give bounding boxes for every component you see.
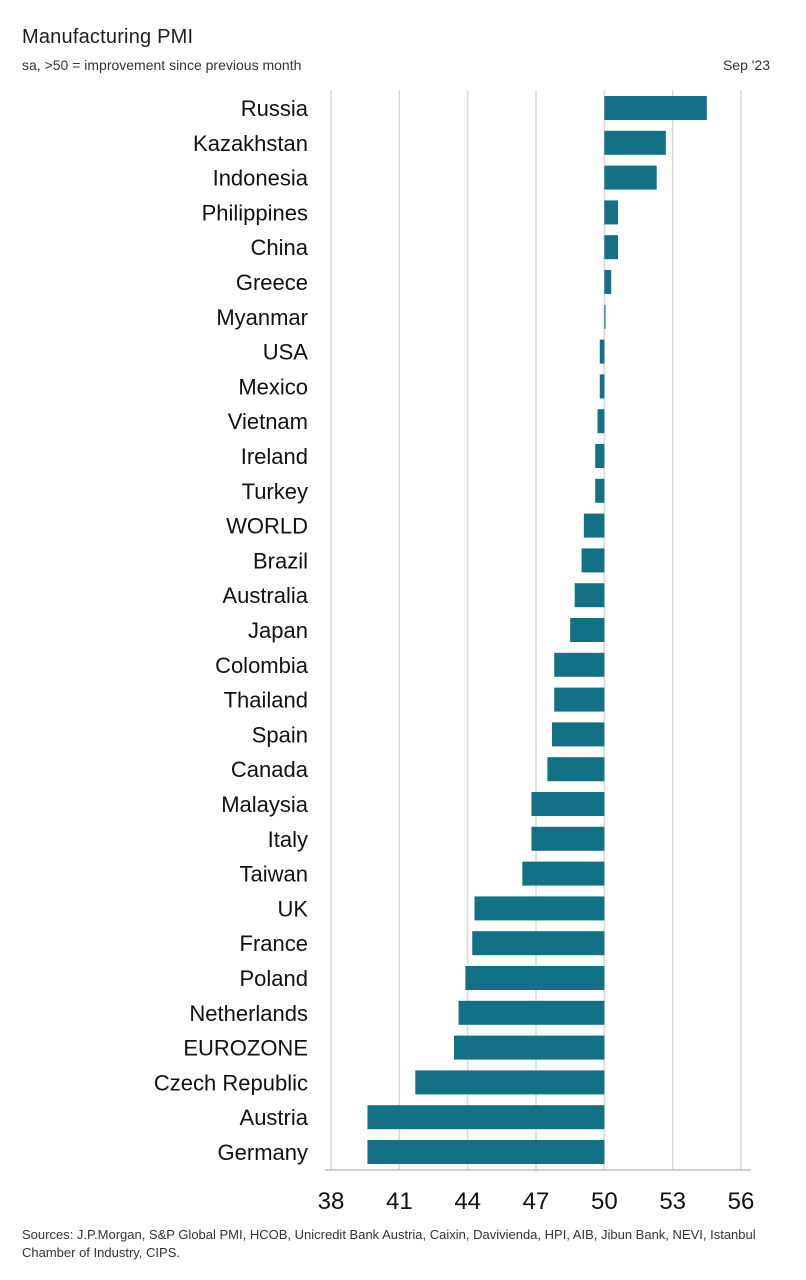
x-tick-label: 41 xyxy=(386,1188,413,1215)
category-label: Indonesia xyxy=(213,166,309,191)
sources-note: Sources: J.P.Morgan, S&P Global PMI, HCO… xyxy=(22,1227,756,1260)
category-label: Canada xyxy=(231,757,309,782)
bar-russia xyxy=(604,96,707,120)
category-label: Taiwan xyxy=(240,862,308,887)
category-label: Poland xyxy=(239,966,308,991)
category-label: Czech Republic xyxy=(154,1070,308,1095)
bar-italy xyxy=(531,826,605,851)
bar-japan xyxy=(570,618,605,642)
chart-subtitle: sa, >50 = improvement since previous mon… xyxy=(22,57,302,73)
category-label: Netherlands xyxy=(189,1001,308,1026)
category-label: WORLD xyxy=(226,514,308,539)
bar-canada xyxy=(547,757,605,782)
x-tick-labels: 38 41 44 47 50 53 56 xyxy=(318,1188,755,1215)
bar-ireland xyxy=(595,444,605,468)
bar-world xyxy=(583,513,605,538)
bar-austria xyxy=(367,1105,605,1130)
category-label: Thailand xyxy=(224,688,308,713)
x-tick-label: 44 xyxy=(454,1188,481,1215)
date-label: Sep '23 xyxy=(722,57,770,73)
bar-vietnam xyxy=(597,409,605,434)
x-tick-label: 47 xyxy=(523,1188,550,1215)
bar-taiwan xyxy=(522,861,605,886)
bar-myanmar xyxy=(604,304,606,329)
bar-thailand xyxy=(554,687,605,712)
category-label: USA xyxy=(263,340,309,365)
bar-colombia xyxy=(554,652,605,677)
x-tick-label: 53 xyxy=(659,1188,686,1215)
category-label: Spain xyxy=(252,722,308,747)
x-tick-label: 38 xyxy=(318,1188,345,1215)
bar-poland xyxy=(465,966,605,990)
category-label: Italy xyxy=(268,827,308,852)
category-label: Philippines xyxy=(202,200,308,225)
bar-france xyxy=(472,931,605,956)
bar-kazakhstan xyxy=(604,130,666,155)
category-label: Ireland xyxy=(241,444,308,469)
bar-philippines xyxy=(604,200,618,225)
category-label: Australia xyxy=(222,583,308,608)
chart-title: Manufacturing PMI xyxy=(22,26,194,48)
category-label: Mexico xyxy=(238,374,308,399)
bar-australia xyxy=(574,583,605,608)
category-label: Germany xyxy=(218,1140,308,1165)
bar-czech-republic xyxy=(415,1070,605,1095)
category-label: UK xyxy=(277,896,308,921)
category-label: Colombia xyxy=(215,653,309,678)
bars xyxy=(367,96,707,1164)
category-label: Myanmar xyxy=(216,305,308,330)
bar-uk xyxy=(474,896,605,921)
category-label: Japan xyxy=(248,618,308,643)
category-label: Turkey xyxy=(242,479,308,504)
bar-brazil xyxy=(581,548,605,573)
bar-germany xyxy=(367,1140,605,1164)
bar-turkey xyxy=(595,478,605,503)
category-label: France xyxy=(240,931,308,956)
bar-netherlands xyxy=(458,1000,605,1025)
bar-china xyxy=(604,235,618,260)
category-label: Brazil xyxy=(253,548,308,573)
bar-greece xyxy=(604,270,612,294)
pmi-bar-chart: Russia Kazakhstan Indonesia Philippines Chin… xyxy=(154,90,755,1215)
bar-spain xyxy=(551,722,605,747)
category-label: Vietnam xyxy=(228,409,308,434)
bar-indonesia xyxy=(604,165,657,190)
category-label: Kazakhstan xyxy=(193,131,308,156)
category-label: EUROZONE xyxy=(183,1036,308,1061)
bar-mexico xyxy=(599,374,605,399)
category-label: China xyxy=(251,235,309,260)
bar-malaysia xyxy=(531,792,605,816)
category-label: Austria xyxy=(240,1105,309,1130)
category-label: Russia xyxy=(241,96,309,121)
bar-eurozone xyxy=(454,1035,605,1060)
category-labels: Russia Kazakhstan Indonesia Philippines Chin… xyxy=(154,96,309,1165)
bar-usa xyxy=(599,339,605,364)
x-tick-label: 56 xyxy=(728,1188,755,1215)
x-tick-label: 50 xyxy=(591,1188,618,1215)
category-label: Greece xyxy=(236,270,308,295)
category-label: Malaysia xyxy=(221,792,309,817)
